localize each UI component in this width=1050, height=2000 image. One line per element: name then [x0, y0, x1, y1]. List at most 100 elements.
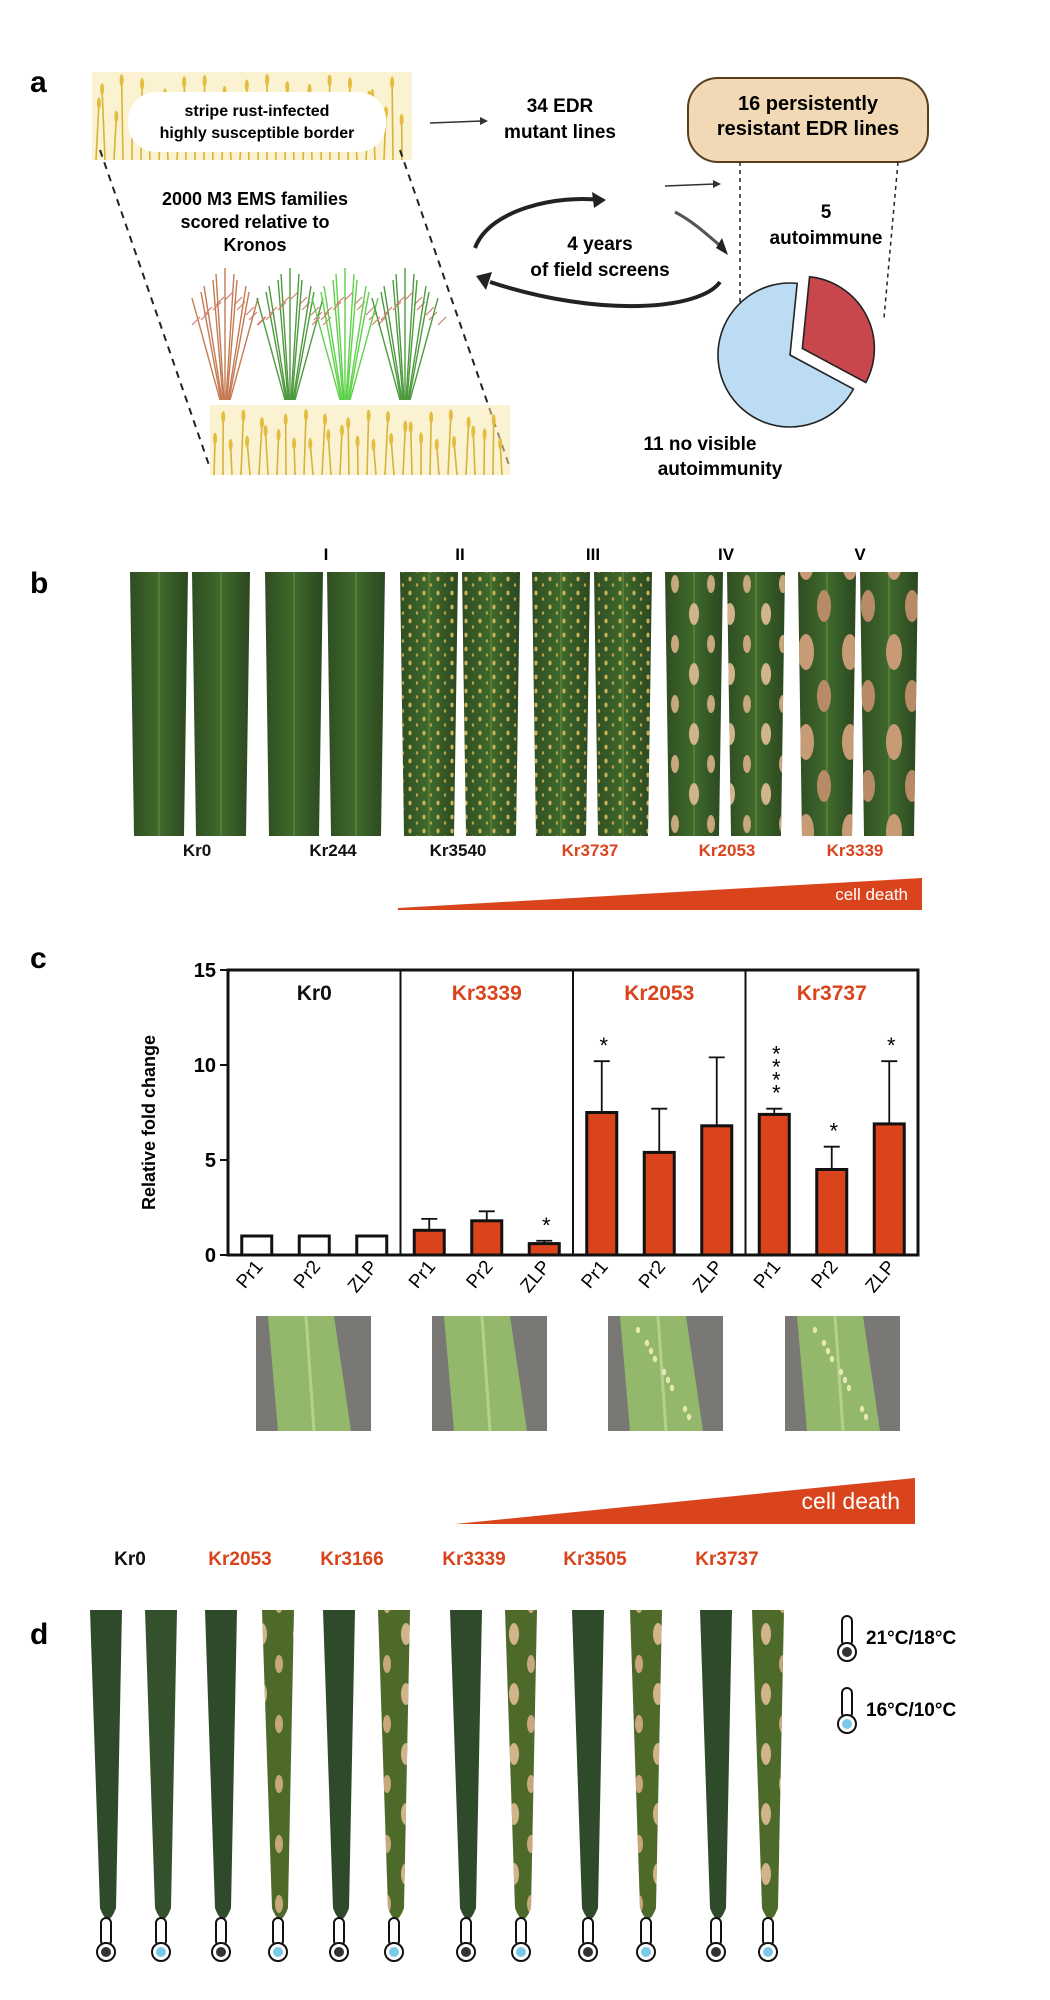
resistant-line2: resistant EDR lines: [717, 118, 899, 140]
significance-mark: * * * *: [772, 1042, 781, 1106]
leaf-photo: [192, 572, 250, 836]
leaf-photo: [400, 572, 458, 836]
pie-slice: [801, 275, 876, 384]
resistant-lines-box: [687, 77, 929, 163]
thermometer-icon: [837, 1615, 857, 1662]
line-label: Kr0: [114, 1549, 146, 1570]
leaf-photo: [90, 1610, 122, 1919]
x-tick-label: Pr2: [635, 1257, 670, 1293]
plant-icon: [371, 268, 447, 401]
cell-death-wedge-c: [455, 1478, 915, 1524]
autoimmune-label: autoimmune: [770, 228, 883, 249]
panel-letter-a: a: [30, 66, 47, 99]
group-title: Kr0: [297, 982, 332, 1005]
bar: [297, 1234, 331, 1257]
y-axis-label: Relative fold change: [139, 1035, 159, 1210]
bar: [872, 1122, 906, 1257]
temperature-legend: 21°C/18°C 16°C/10°C: [837, 1615, 956, 1734]
autoimmune-count: 5: [821, 202, 832, 223]
x-tick-label: ZLP: [862, 1257, 900, 1297]
border-label-box: [128, 92, 386, 152]
line-label: Kr3339: [442, 1549, 505, 1570]
leaf-photo: [450, 1610, 482, 1919]
leaf-phenotype-photos: [130, 572, 918, 836]
cycle-arrow-top: [473, 197, 601, 249]
leaf-photo: [532, 572, 590, 836]
fold-change-bar-chart: 0 5 10 15 Relative fold change Kr0 Pr1 Pr2 ZLP Kr…: [139, 960, 920, 1297]
leaf-photo: [462, 572, 520, 836]
y-tick-label: 0: [205, 1245, 216, 1267]
no-visible-line1: 11 no visible: [644, 434, 757, 455]
panel-c: c 0 5 10 15 Relative fold change Kr0 Pr1 Pr2 ZLP…: [30, 942, 920, 1524]
drop-line-right: [883, 161, 899, 319]
leaf-photo: [665, 572, 723, 836]
leaf-photo: [145, 1610, 177, 1919]
significance-mark: *: [599, 1033, 608, 1058]
border-label-line2: highly susceptible border: [160, 125, 355, 142]
line-label: Kr3339: [827, 841, 884, 860]
pie-slice: [717, 282, 855, 428]
line-label: Kr3540: [430, 841, 487, 860]
arrow-to-edr-head-icon: [480, 117, 488, 125]
leaf-closeup-photos: [256, 1315, 900, 1432]
thermometer-icon: [511, 1917, 531, 1962]
thermometer-icon: [456, 1917, 476, 1962]
no-visible-line2: autoimmunity: [658, 459, 783, 480]
leaf-photo: [130, 572, 188, 836]
thermometer-icon: [96, 1917, 116, 1962]
bar: [642, 1150, 676, 1257]
thermometer-icon: [211, 1917, 231, 1962]
families-line2: scored relative to: [180, 212, 329, 232]
panel-b: b I II III IV V Kr0 Kr244 Kr3540 Kr3737 Kr2053 Kr…: [30, 545, 922, 910]
damage-class-label: II: [455, 545, 464, 564]
cycle-arrow-right: [674, 210, 726, 252]
leaf-photo: [630, 1610, 662, 1919]
arrow-to-resistant-head-icon: [713, 180, 721, 188]
leaf-photo: [205, 1610, 237, 1919]
bar: [757, 1112, 791, 1257]
line-label: Kr0: [183, 841, 211, 860]
bar: [412, 1228, 446, 1257]
leaf-photo: [323, 1610, 355, 1919]
x-tick-label: Pr1: [405, 1257, 440, 1293]
field-dashed-right: [399, 149, 511, 469]
x-tick-label: Pr1: [750, 1257, 785, 1293]
cell-death-label-c: cell death: [802, 1488, 900, 1514]
damage-class-label: IV: [718, 545, 735, 564]
line-label: Kr3505: [563, 1549, 627, 1570]
x-tick-label: ZLP: [344, 1257, 382, 1297]
resistant-lines-pie: [717, 275, 876, 428]
resistant-line1: 16 persistently: [738, 93, 879, 115]
bar: [240, 1234, 274, 1257]
leaf-photo: [505, 1610, 537, 1919]
thermometer-icon: [636, 1917, 656, 1962]
leaf-photo: [594, 572, 652, 836]
cycle-arrow-right-head-icon: [716, 238, 728, 255]
leaf-photo: [262, 1610, 294, 1919]
thermometer-icon: [268, 1917, 288, 1962]
group-title: Kr2053: [624, 982, 694, 1005]
damage-class-label: V: [854, 545, 866, 564]
bar: [527, 1242, 561, 1257]
panel-letter-d: d: [30, 1618, 48, 1651]
significance-mark: *: [829, 1119, 838, 1144]
damage-class-label: III: [586, 545, 600, 564]
leaf-photo: [752, 1610, 784, 1919]
line-label: Kr3737: [562, 841, 619, 860]
families-line3: Kronos: [224, 235, 287, 255]
x-tick-label: Pr2: [807, 1257, 842, 1293]
x-tick-label: Pr1: [577, 1257, 612, 1293]
leaf-closeup-photo: [608, 1315, 723, 1432]
leaf-photo: [700, 1610, 732, 1919]
group-title: Kr3737: [797, 982, 867, 1005]
damage-class-label: I: [324, 545, 329, 564]
cycle-line1: 4 years: [567, 234, 633, 255]
bar: [585, 1111, 619, 1257]
leaf-closeup-photo: [432, 1315, 547, 1432]
plant-icon: [256, 268, 332, 401]
families-line1: 2000 M3 EMS families: [162, 189, 348, 209]
arrow-to-edr: [429, 120, 483, 124]
mutant-family-plants-icon: [191, 268, 447, 401]
line-label: Kr2053: [699, 841, 756, 860]
